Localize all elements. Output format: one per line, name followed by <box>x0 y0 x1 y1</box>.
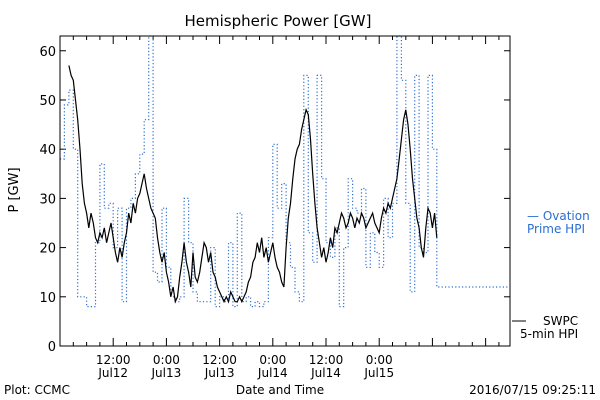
legend-swpc-line1: SWPC <box>543 314 578 328</box>
series-swpc-hpi <box>68 65 438 304</box>
x-tick-date: Jul13 <box>204 366 235 380</box>
chart-title: Hemispheric Power [GW] <box>185 12 372 30</box>
x-axis-label: Date and Time <box>236 383 324 397</box>
legend-swpc-line2: 5-min HPI <box>520 327 578 341</box>
x-tick-date: Jul14 <box>310 366 341 380</box>
y-tick-label: 30 <box>39 192 56 207</box>
legend-ovation-line2: Prime HPI <box>527 222 585 236</box>
x-tick-label: 12:00 <box>96 353 131 367</box>
x-tick-label: 0:00 <box>366 353 393 367</box>
y-tick-label: 20 <box>39 242 56 257</box>
plot-area <box>60 35 510 308</box>
y-tick-label: 40 <box>39 143 56 158</box>
x-axis: 12:00Jul120:00Jul1312:00Jul130:00Jul1412… <box>72 36 500 380</box>
legend: — Ovation Prime HPI SWPC 5-min HPI <box>512 209 590 341</box>
x-tick-label: 12:00 <box>202 353 237 367</box>
footer-credit: Plot: CCMC <box>4 383 70 397</box>
x-tick-label: 12:00 <box>309 353 344 367</box>
y-tick-label: 0 <box>48 340 56 355</box>
plot-frame <box>59 35 511 347</box>
y-tick-label: 50 <box>39 94 56 109</box>
y-axis-label: P [GW] <box>7 167 22 212</box>
x-tick-date: Jul13 <box>151 366 182 380</box>
footer-timestamp: 2016/07/15 09:25:11 <box>469 383 596 397</box>
x-tick-date: Jul14 <box>257 366 288 380</box>
x-tick-label: 0:00 <box>259 353 286 367</box>
x-tick-date: Jul15 <box>363 366 394 380</box>
x-tick-label: 0:00 <box>153 353 180 367</box>
legend-ovation-line1: — Ovation <box>527 209 590 223</box>
y-axis: 0 10 20 30 40 50 60 <box>39 45 510 355</box>
y-tick-label: 60 <box>39 45 56 60</box>
x-tick-date: Jul12 <box>97 366 128 380</box>
y-tick-label: 10 <box>39 291 56 306</box>
